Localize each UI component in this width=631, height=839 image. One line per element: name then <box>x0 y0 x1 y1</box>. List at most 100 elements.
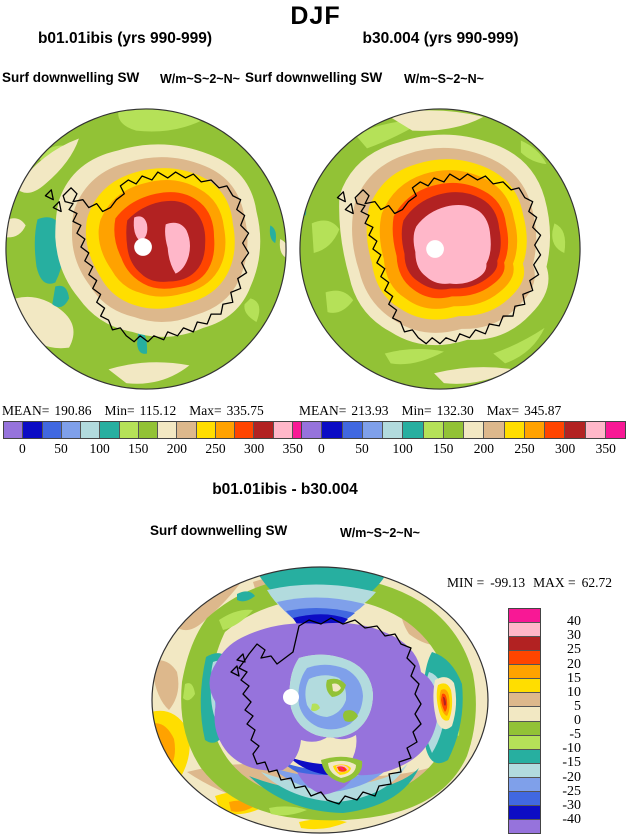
colorbar-cell-purple <box>509 818 540 833</box>
colorbar-cell-navy <box>509 804 540 819</box>
colorbar-cell-lightgreen <box>118 422 138 438</box>
antarctica-coastline <box>336 173 542 345</box>
field-label-left: Surf downwelling SW <box>2 70 140 85</box>
diff-max-value: 62.72 <box>581 575 612 590</box>
map3-outline <box>151 566 489 834</box>
colorbar-cell-palecyan <box>382 422 403 438</box>
colorbar-cell-tan <box>509 692 540 707</box>
colorbar-tick: 50 <box>54 441 68 456</box>
colorbar-tick: 200 <box>166 441 187 456</box>
diff-title: b01.01ibis - b30.004 <box>212 481 358 498</box>
diff-colorbar-tick: -40 <box>562 811 581 827</box>
mean-label: MEAN= <box>299 403 347 418</box>
max-label: Max= <box>189 403 222 418</box>
diff-colorbar-tick: 25 <box>567 642 581 658</box>
colorbar-cell-yellow <box>195 422 215 438</box>
colorbar-cell-brick <box>564 422 585 438</box>
colorbar-ticks-b30: 0 50 100 150 200 250 300 350 <box>301 441 626 457</box>
map2-fills <box>299 108 581 390</box>
colorbar-cell-palecyan <box>80 422 100 438</box>
colorbar-cell-cream <box>157 422 177 438</box>
colorbar-ticks-b01: 0 50 100 150 200 250 300 350 <box>3 441 312 457</box>
max-value: 345.87 <box>524 403 562 418</box>
colorbar-cell-lightblue <box>361 422 382 438</box>
colorbar-cell-orange <box>523 422 544 438</box>
colorbar-cell-royal <box>509 790 540 805</box>
diff-colorbar-tick: -25 <box>562 783 581 799</box>
colorbar-cell-teal <box>509 748 540 763</box>
colorbar-tick: 0 <box>317 441 325 456</box>
map-difference <box>151 566 489 834</box>
diff-colorbar-tick: -30 <box>562 797 581 813</box>
field-label-diff: Surf downwelling SW <box>150 523 288 538</box>
colorbar-cell-pink <box>272 422 292 438</box>
colorbar-cell-teal <box>402 422 423 438</box>
colorbar-cell-orangered <box>544 422 565 438</box>
diff-colorbar-tick: -5 <box>569 727 581 743</box>
colorbar-cell-yellow <box>503 422 524 438</box>
hotspot-bottom <box>321 756 363 783</box>
colorbar-tick: 350 <box>595 441 616 456</box>
units-right: W/m~S~2~N~ <box>404 72 484 86</box>
map1-outline <box>5 108 287 390</box>
antarctica-coastline <box>44 171 250 343</box>
diff-minmax: MIN = -99.13 MAX = 62.72 <box>447 575 620 591</box>
colorbar-cell-navy <box>321 422 342 438</box>
panel-title-b30: b30.004 (yrs 990-999) <box>362 30 519 47</box>
mean-value: 213.93 <box>351 403 389 418</box>
colorbar-tick: 250 <box>514 441 535 456</box>
diff-colorbar-tick: 5 <box>574 698 581 714</box>
colorbar-cell-pink <box>584 422 605 438</box>
diff-colorbar-tick: -15 <box>562 755 581 771</box>
contours-lightgreen <box>311 120 566 365</box>
diff-colorbar-tick: 40 <box>567 614 581 630</box>
stats-b01: MEAN= 190.86 Min= 115.12 Max= 335.75 <box>2 403 277 419</box>
colorbar-cell-green <box>442 422 463 438</box>
colorbar-cell-green <box>509 720 540 735</box>
mean-label: MEAN= <box>2 403 50 418</box>
diff-colorbar-tick: 15 <box>567 670 581 686</box>
colorbar-cell-orange <box>214 422 234 438</box>
contours-teal <box>299 199 307 216</box>
colorbar-tick: 50 <box>355 441 369 456</box>
diff-colorbar-tick: 20 <box>567 656 581 672</box>
colorbar-cell-brick <box>509 636 540 651</box>
colorbar-cell-orangered <box>234 422 254 438</box>
colorbar-cell-palecyan <box>509 762 540 777</box>
colorbar-cell-magenta <box>509 609 540 623</box>
colorbar-tick: 200 <box>473 441 494 456</box>
colorbar-cell-purple <box>4 422 23 438</box>
colorbar-tick: 0 <box>18 441 26 456</box>
colorbar-cell-royal <box>341 422 362 438</box>
diff-colorbar-tick: 0 <box>574 713 581 728</box>
colorbar-cell-orange <box>509 664 540 679</box>
colorbar-tick: 150 <box>128 441 149 456</box>
colorbar-tick: 150 <box>433 441 454 456</box>
colorbar-b01 <box>3 421 312 439</box>
colorbar-tick: 100 <box>392 441 413 456</box>
diff-colorbar-tick: -20 <box>562 769 581 785</box>
units-left: W/m~S~2~N~ <box>160 72 240 86</box>
max-label: Max= <box>486 403 520 418</box>
colorbar-cell-tan <box>176 422 196 438</box>
colorbar-tick: 100 <box>89 441 110 456</box>
colorbar-cell-lightblue <box>60 422 80 438</box>
pole-marker <box>134 238 152 256</box>
panel-title-b01: b01.01ibis (yrs 990-999) <box>37 30 213 47</box>
contour-pink-patches <box>133 216 190 274</box>
map1-fills <box>5 108 287 390</box>
hotspot-right <box>433 677 457 730</box>
min-value: 132.30 <box>436 403 474 418</box>
colorbar-cell-yellow <box>509 678 540 693</box>
min-value: 115.12 <box>139 403 177 418</box>
colorbar-cell-tan <box>483 422 504 438</box>
colorbar-cell-magenta <box>604 422 625 438</box>
colorbar-cell-royal <box>41 422 61 438</box>
colorbar-cell-green <box>137 422 157 438</box>
diff-min-value: -99.13 <box>490 575 526 590</box>
colorbar-tick: 350 <box>282 441 303 456</box>
colorbar-cell-lightgreen <box>509 734 540 749</box>
colorbar-b30 <box>301 421 626 439</box>
colorbar-cell-teal <box>99 422 119 438</box>
map3-fills <box>152 567 488 833</box>
